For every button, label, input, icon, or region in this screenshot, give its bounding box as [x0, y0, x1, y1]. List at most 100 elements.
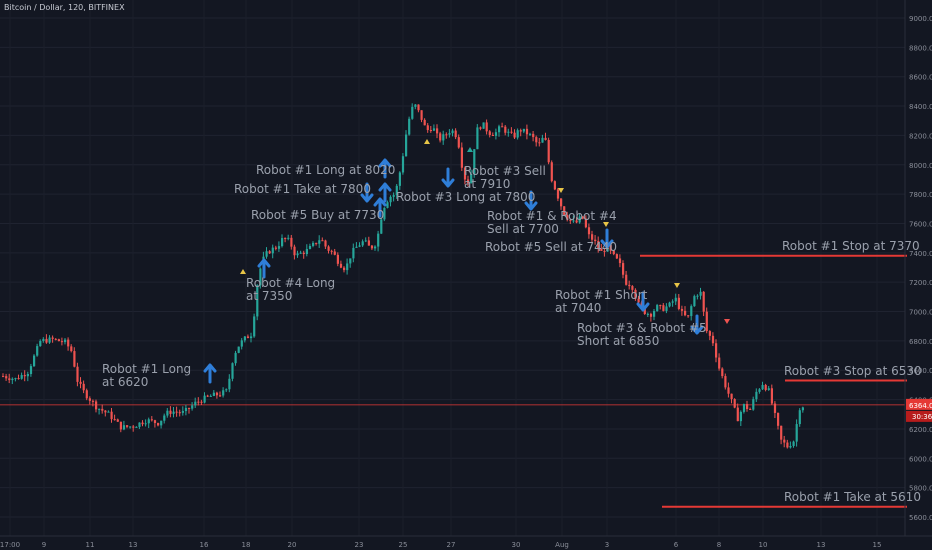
candle-body: [498, 126, 501, 133]
candle-body: [454, 130, 457, 138]
candle-body: [529, 133, 532, 135]
candle-body: [612, 250, 615, 255]
candle-body: [730, 393, 733, 400]
price-tick-label: 8000.0: [909, 162, 932, 170]
candle-body: [48, 337, 51, 343]
time-tick-label: 11: [86, 541, 95, 549]
candle-body: [764, 384, 767, 390]
arrow-down-icon: [690, 314, 704, 335]
candle-body: [228, 378, 231, 390]
last-price-badge: [906, 398, 932, 410]
candle-body: [739, 411, 742, 422]
signal-annotation: Robot #1 & Robot #4 Sell at 7700: [487, 209, 617, 236]
candle-body: [513, 132, 516, 138]
candle-body: [352, 247, 355, 259]
candle-body: [420, 110, 423, 120]
candle-body: [219, 395, 222, 397]
candle-body: [687, 315, 690, 317]
candle-body: [432, 128, 436, 131]
candle-body: [448, 133, 451, 135]
candle-body: [122, 425, 126, 430]
candle-body: [367, 240, 370, 246]
candle-body: [563, 206, 566, 215]
candle-body: [200, 401, 203, 403]
candle-body: [169, 410, 172, 414]
time-tick-label: 6: [674, 541, 679, 549]
candle-body: [33, 355, 36, 367]
time-tick-label: 10: [759, 541, 768, 549]
candle-body: [411, 106, 414, 119]
candle-body: [181, 411, 184, 413]
candle-body: [429, 130, 432, 132]
candle-body: [442, 134, 445, 141]
signal-annotation: Robot #3 & Robot #5 Short at 6850: [577, 321, 707, 348]
marker-triangle-icon: [558, 188, 564, 193]
candle-body: [544, 137, 547, 140]
candle-body: [178, 412, 181, 414]
candle-body: [250, 336, 253, 339]
candle-body: [234, 352, 237, 364]
candle-body: [5, 376, 8, 379]
candle-body: [401, 156, 405, 173]
signal-annotation: Robot #4 Long at 7350: [246, 276, 336, 303]
candle-body: [439, 133, 442, 141]
candle-body: [566, 214, 569, 220]
candle-body: [305, 248, 308, 255]
candle-body: [265, 251, 268, 257]
signal-annotation: Robot #1 Long at 8020: [256, 163, 396, 177]
candle-body: [82, 383, 85, 391]
time-tick-label: 3: [605, 541, 609, 549]
candle-body: [680, 308, 684, 311]
candle-body: [426, 125, 429, 131]
candle-body: [622, 263, 625, 275]
level-label: Robot #1 Stop at 7370: [782, 238, 920, 253]
candle-body: [281, 238, 284, 247]
candle-body: [333, 251, 336, 255]
time-tick-label: 27: [447, 541, 456, 549]
candle-body: [777, 412, 780, 426]
candle-body: [724, 376, 727, 388]
candle-body: [597, 241, 600, 249]
candle-body: [315, 242, 318, 244]
candle-body: [116, 419, 119, 422]
marker-triangle-icon: [240, 269, 246, 274]
candle-body: [76, 366, 79, 382]
candle-body: [150, 419, 153, 421]
candle-body: [445, 134, 448, 136]
candle-body: [594, 239, 597, 242]
candle-body: [634, 289, 637, 299]
candle-body: [312, 242, 315, 246]
candle-body: [677, 297, 680, 309]
candle-body: [246, 336, 250, 339]
candle-body: [308, 245, 312, 249]
candle-body: [23, 375, 26, 377]
candle-body: [541, 137, 544, 143]
price-tick-label: 6800.0: [909, 338, 932, 346]
candle-body: [2, 376, 5, 378]
candle-body: [699, 291, 702, 296]
time-axis[interactable]: 17:00 9 11 13 16 18 20 23 25 27 30 Aug 3 6 8 10 13 15: [0, 535, 932, 549]
candle-body: [615, 254, 618, 259]
price-axis[interactable]: 9000.0 8800.0 8600.0 8400.0 8200.0 8000.0 7800…: [904, 0, 932, 536]
candle-body: [73, 351, 76, 367]
candle-body: [274, 247, 277, 249]
candle-body: [690, 306, 693, 317]
candle-body: [324, 240, 327, 247]
candle-body: [60, 341, 64, 343]
candle-body: [547, 139, 550, 163]
time-tick-label: 13: [817, 541, 826, 549]
candle-body: [191, 405, 194, 409]
candle-body: [166, 410, 169, 416]
candle-body: [625, 274, 628, 285]
price-tick-label: 9000.0: [909, 15, 932, 23]
time-tick-label: 17:00: [0, 541, 20, 549]
arrow-up-icon: [378, 182, 392, 203]
candle-body: [240, 340, 243, 347]
candle-body: [525, 128, 529, 135]
candle-body: [389, 196, 392, 203]
arrow-up-icon: [257, 258, 271, 279]
candle-body: [684, 310, 687, 316]
candle-body: [225, 389, 228, 391]
candle-body: [8, 378, 11, 381]
